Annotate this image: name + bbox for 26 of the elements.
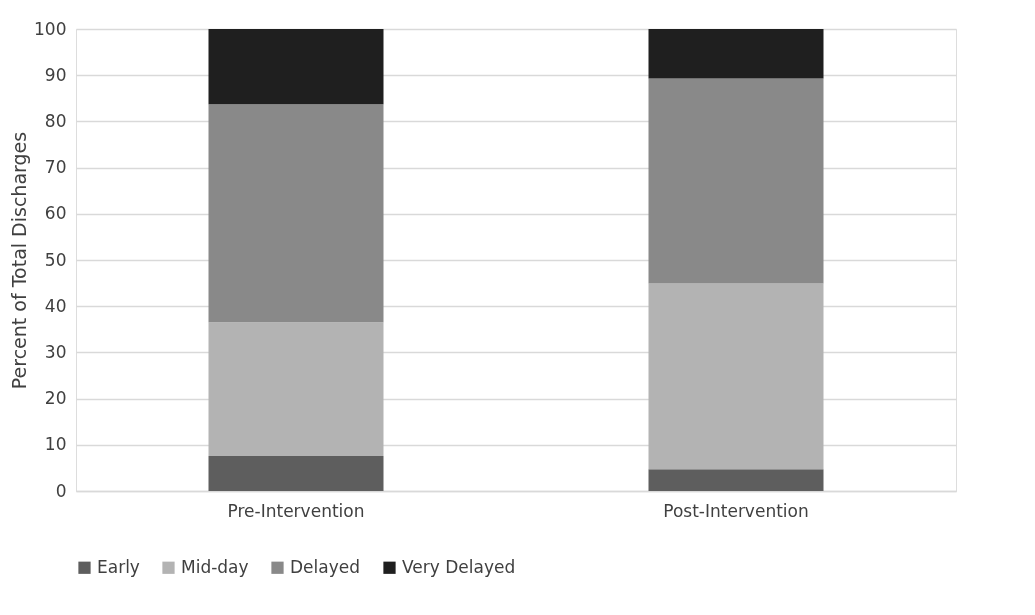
y-tick-label: 90 bbox=[44, 64, 67, 85]
y-tick-label: 20 bbox=[44, 388, 67, 409]
bar bbox=[208, 29, 384, 105]
legend-label: Very Delayed bbox=[402, 556, 516, 577]
y-axis-title: Percent of Total Discharges bbox=[8, 131, 31, 390]
bar bbox=[208, 455, 384, 491]
y-tick-label: 100 bbox=[34, 18, 67, 39]
bar bbox=[648, 283, 824, 470]
x-tick-label: Post-Intervention bbox=[663, 500, 809, 521]
bar bbox=[648, 469, 824, 491]
legend-label: Mid-day bbox=[181, 556, 249, 577]
y-tick-label: 30 bbox=[44, 341, 67, 362]
y-tick-label: 60 bbox=[44, 203, 67, 224]
x-tick-label: Pre-Intervention bbox=[227, 500, 365, 521]
y-tick-label: 50 bbox=[44, 249, 67, 270]
y-tick-label: 0 bbox=[55, 480, 67, 501]
y-tick-label: 80 bbox=[44, 110, 67, 131]
legend-label: Early bbox=[97, 556, 140, 577]
legend-label: Delayed bbox=[290, 556, 361, 577]
bar bbox=[648, 29, 824, 79]
bar bbox=[208, 104, 384, 323]
bar bbox=[208, 322, 384, 456]
y-tick-label: 40 bbox=[44, 295, 67, 316]
y-tick-label: 70 bbox=[44, 157, 67, 178]
bar bbox=[648, 78, 824, 284]
y-tick-label: 10 bbox=[44, 434, 67, 455]
